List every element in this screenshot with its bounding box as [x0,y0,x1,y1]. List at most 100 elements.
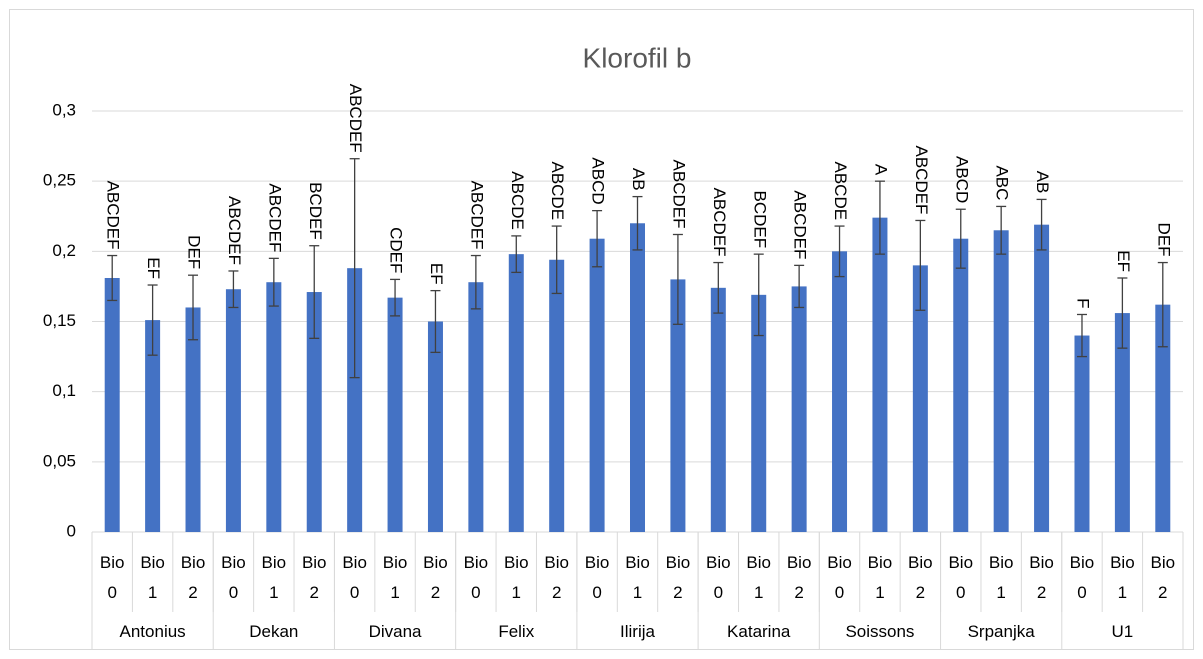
annotation: AB [629,168,648,191]
annotation: EF [1114,250,1133,272]
x-tick-label: Bio 2 [1029,553,1054,602]
x-tick-label: Bio 1 [140,553,165,602]
x-tick-label: Bio 2 [908,553,933,602]
y-tick-label: 0 [67,521,76,540]
annotation: A [871,164,890,176]
error-bar [996,205,1007,255]
bar [427,321,443,532]
annotation: EF [144,257,163,279]
annotation: EF [427,263,446,285]
bar [468,282,484,532]
bar [953,238,969,532]
x-tick-label: Bio 2 [786,553,812,602]
bar [912,265,928,532]
x-tick-label: Bio 0 [99,553,125,602]
annotation: ABCDE [831,161,850,220]
error-bar [794,264,805,309]
group-label: Katarina [727,622,791,641]
bar [1074,335,1090,532]
bar [266,282,282,532]
annotation: AB [1033,171,1052,194]
bar [1114,313,1130,532]
annotation: ABC [993,165,1012,200]
x-tick-label: Bio 1 [382,553,408,602]
annotation: ABCDEF [265,183,284,252]
x-tick-label: Bio 0 [827,553,852,602]
error-bar [672,233,683,325]
bar [225,289,241,532]
bar [710,287,726,532]
x-tick-label: Bio 1 [261,553,287,602]
error-bar [632,195,643,251]
error-bar [1157,261,1168,348]
annotation: BCDEF [306,182,325,240]
error-bar [592,209,603,268]
x-tick-label: Bio 1 [1110,553,1135,602]
bar [872,217,888,533]
y-tick-label: 0,15 [43,311,76,330]
bar [387,297,403,532]
x-tick-label: Bio 0 [463,553,489,602]
y-tick-label: 0,05 [43,451,76,470]
bar [1155,304,1171,532]
group-label: Felix [498,622,535,641]
x-tick-label: Bio 1 [988,553,1014,602]
x-tick-label: Bio 0 [706,553,731,602]
x-tick-label: Bio 0 [221,553,246,602]
x-tick-label: Bio 2 [544,553,569,602]
x-tick-label: Bio 0 [1069,553,1095,602]
group-label: U1 [1111,622,1134,641]
error-bar [713,261,724,314]
x-tick-label: Bio 1 [867,553,893,602]
annotation: BCDEF [750,191,769,249]
bar [306,292,322,532]
error-bar [107,254,118,302]
x-tick-label: Bio 0 [584,553,610,602]
annotation: ABCDE [548,161,567,220]
y-tick-label: 0,3 [52,100,76,119]
x-tick-label: Bio 2 [423,553,448,602]
bar [347,268,363,532]
bar [630,223,645,532]
bar [549,259,565,532]
bar [145,320,161,532]
annotation: ABCDEF [467,181,486,250]
group-label: Divana [368,622,422,641]
error-bar [834,225,845,278]
annotation: DEF [1154,223,1173,257]
y-tick-label: 0,25 [43,171,76,190]
x-tick-label: Bio 2 [180,553,206,602]
annotation: F [1073,298,1092,308]
error-bar [268,257,279,307]
group-label: Antonius [119,622,186,641]
y-tick-label: 0,2 [52,241,76,260]
annotation: DEF [185,235,204,269]
group-label: Soissons [845,622,915,641]
error-bar [915,219,926,311]
y-tick-label: 0,1 [52,381,76,400]
annotation: ABCDEF [346,84,365,153]
error-bar [349,158,360,379]
x-tick-label: Bio 2 [301,553,327,602]
x-tick-label: Bio 1 [503,553,529,602]
error-bar [511,235,522,274]
error-bar [753,253,764,337]
annotation: ABCDEF [912,145,931,214]
bar [751,294,767,532]
x-tick-label: Bio 2 [665,553,691,602]
annotation: ABCDE [508,171,527,230]
bar [589,238,605,532]
bar [185,307,201,532]
x-tick-label: Bio 0 [948,553,974,602]
bar [993,230,1009,533]
annotation: CDEF [387,227,406,273]
error-bar [188,274,199,341]
error-bar [470,254,481,310]
error-bar [390,278,401,317]
bar [832,251,848,533]
error-bar [430,289,441,354]
bar [508,254,524,532]
error-bar [147,284,158,356]
